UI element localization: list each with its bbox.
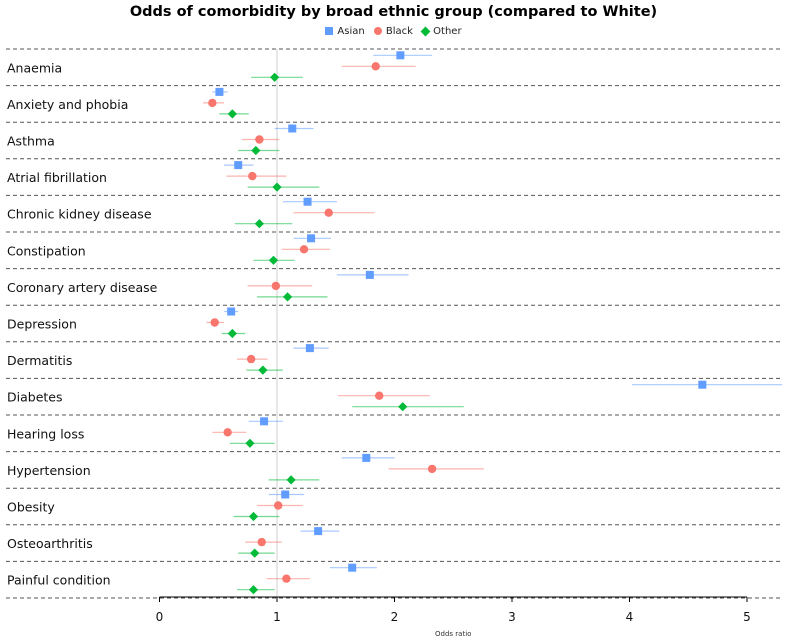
point-asian bbox=[215, 87, 224, 96]
category-label: Anaemia bbox=[7, 60, 62, 75]
point-other bbox=[245, 438, 255, 448]
point-black bbox=[271, 281, 281, 291]
legend-label-other: Other bbox=[433, 26, 462, 37]
x-axis-label: Odds ratio bbox=[435, 630, 471, 638]
x-tick-label: 1 bbox=[273, 610, 281, 624]
point-black bbox=[246, 354, 256, 364]
point-asian bbox=[227, 307, 236, 316]
x-tick-label: 3 bbox=[508, 610, 516, 624]
point-other bbox=[398, 402, 408, 412]
point-asian bbox=[303, 197, 312, 206]
legend-label-asian: Asian bbox=[337, 26, 365, 37]
point-other bbox=[248, 585, 259, 595]
point-asian bbox=[362, 453, 371, 462]
legend-item-asian: Asian bbox=[325, 26, 365, 37]
point-asian bbox=[365, 270, 374, 279]
point-black bbox=[324, 208, 333, 217]
category-label: Atrial fibrillation bbox=[7, 170, 107, 185]
x-tick-label: 0 bbox=[156, 610, 164, 624]
category-label: Osteoarthritis bbox=[7, 536, 93, 551]
point-other bbox=[227, 109, 237, 119]
point-black bbox=[427, 464, 437, 474]
point-other bbox=[258, 365, 268, 375]
category-label: Asthma bbox=[7, 134, 55, 149]
point-black bbox=[371, 62, 380, 71]
point-black bbox=[223, 428, 232, 437]
point-other bbox=[227, 328, 237, 339]
point-black bbox=[273, 501, 283, 510]
point-other bbox=[272, 182, 282, 192]
point-other bbox=[282, 292, 293, 302]
point-asian bbox=[348, 563, 357, 572]
point-black bbox=[210, 318, 219, 327]
point-other bbox=[254, 219, 264, 229]
point-asian bbox=[281, 490, 290, 499]
point-asian bbox=[288, 124, 297, 133]
category-label: Hearing loss bbox=[7, 426, 84, 441]
legend-item-black: Black bbox=[373, 26, 413, 37]
point-black bbox=[255, 135, 264, 144]
legend-square-icon bbox=[325, 27, 334, 35]
category-label: Coronary artery disease bbox=[7, 280, 158, 295]
x-tick-label: 5 bbox=[743, 610, 751, 624]
point-asian bbox=[314, 527, 323, 536]
legend-circle-icon bbox=[373, 27, 382, 35]
chart-title: Odds of comorbidity by broad ethnic grou… bbox=[129, 4, 658, 20]
point-asian bbox=[396, 51, 405, 60]
point-other bbox=[250, 548, 260, 558]
point-asian bbox=[260, 417, 269, 426]
point-other bbox=[248, 511, 259, 522]
category-label: Obesity bbox=[7, 500, 55, 515]
point-black bbox=[299, 245, 309, 254]
point-other bbox=[270, 72, 280, 82]
legend-label-black: Black bbox=[385, 26, 413, 37]
point-black bbox=[375, 391, 384, 400]
point-black bbox=[257, 537, 266, 547]
category-label: Hypertension bbox=[7, 463, 91, 478]
category-label: Diabetes bbox=[7, 390, 63, 405]
category-label: Dermatitis bbox=[7, 353, 72, 368]
point-other bbox=[251, 145, 261, 156]
legend-item-other: Other bbox=[420, 26, 462, 37]
category-label: Chronic kidney disease bbox=[7, 207, 152, 222]
category-label: Depression bbox=[7, 317, 77, 332]
x-tick-label: 4 bbox=[626, 610, 634, 624]
category-label: Constipation bbox=[7, 243, 86, 258]
category-label: Painful condition bbox=[7, 573, 111, 588]
point-asian bbox=[698, 380, 707, 389]
point-black bbox=[208, 98, 217, 108]
x-tick-label: 2 bbox=[391, 610, 399, 624]
point-asian bbox=[305, 344, 314, 353]
point-other bbox=[268, 255, 279, 265]
point-black bbox=[282, 574, 291, 583]
point-other bbox=[286, 475, 296, 485]
point-asian bbox=[307, 234, 316, 243]
category-label: Anxiety and phobia bbox=[7, 97, 128, 112]
point-black bbox=[248, 171, 257, 181]
point-asian bbox=[234, 161, 243, 170]
legend: Asian Black Other bbox=[0, 26, 787, 37]
